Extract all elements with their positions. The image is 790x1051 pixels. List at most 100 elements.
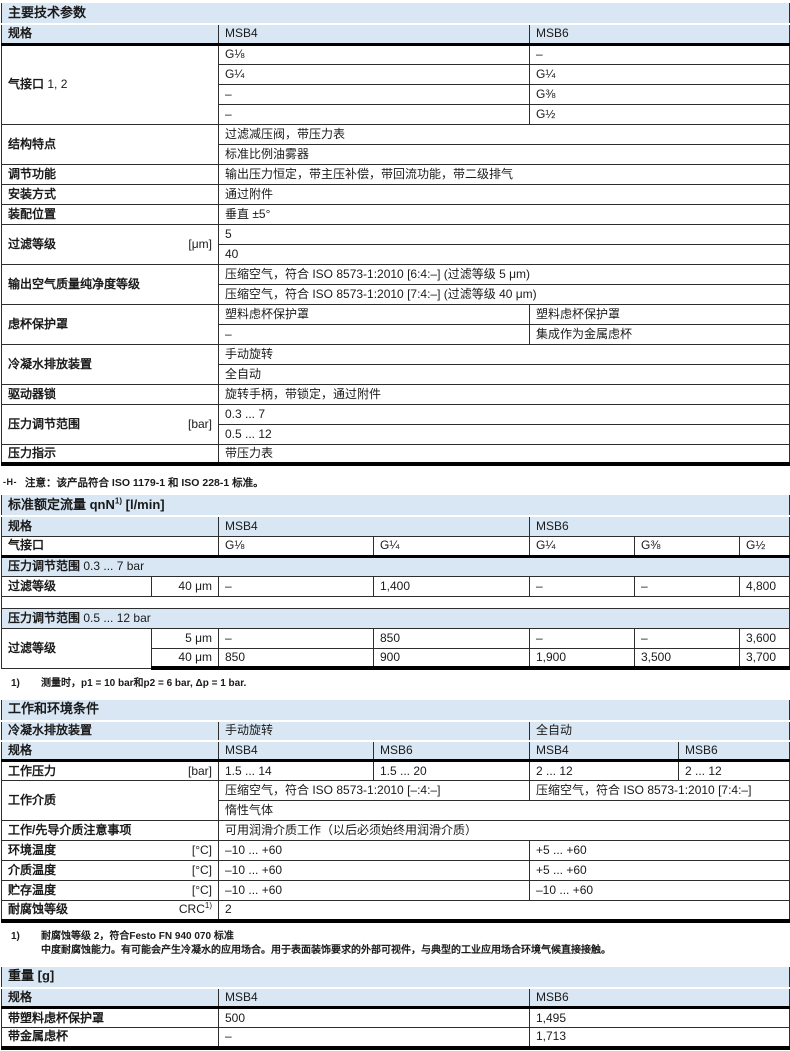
- value-cell: 压缩空气，符合 ISO 8573-1:2010 [7:4:–] (过滤等级 40…: [217, 283, 790, 305]
- spec-label: 规格: [1, 23, 219, 46]
- row-label-port: 气接口: [1, 535, 219, 558]
- value-cell: 可用润滑介质工作（以后必须始终用润滑介质）: [217, 820, 790, 841]
- unit-bar: [bar]: [187, 763, 212, 778]
- column-header-msb6: MSB6: [528, 23, 790, 46]
- drain-type-auto: 全自动: [528, 720, 790, 742]
- row-label-regulation: 调节功能: [1, 163, 219, 185]
- row-label-plastic-bowl: 带塑料虑杯保护罩: [1, 1007, 219, 1028]
- footnote-marker: 1): [11, 930, 20, 942]
- column-header: MSB6: [677, 740, 790, 762]
- row-label-metal-bowl: 带金属虑杯: [1, 1027, 219, 1050]
- value-cell: 2: [217, 900, 790, 923]
- value-cell: +5 ... +60: [528, 840, 790, 861]
- value-cell: 惰性气体: [217, 800, 790, 821]
- row-label-medium-note: 工作/先导介质注意事项: [1, 820, 219, 841]
- section-title-flow: 标准额定流量 qnN1) [l/min]: [0, 495, 790, 517]
- weight-table: 重量 [g] 规格 MSB4 MSB6 带塑料虑杯保护罩 500 1,495 带…: [0, 966, 790, 1050]
- port-size-cell: G¼: [373, 535, 530, 558]
- value-cell: –: [218, 83, 530, 105]
- column-header-msb4: MSB4: [218, 23, 530, 46]
- row-label-air-quality: 输出空气质量纯净度等级: [1, 263, 219, 305]
- section-title-main: 主要技术参数: [0, 3, 790, 25]
- spec-label: 规格: [1, 740, 219, 762]
- operating-conditions-table: 工作和环境条件 冷凝水排放装置 手动旋转 全自动 规格 MSB4 MSB6 MS…: [0, 699, 790, 923]
- iso-note-text: 注意：该产品符合 ISO 1179-1 和 ISO 228-1 标准。: [25, 476, 264, 489]
- pressure-range-subheader: 压力调节范围 0.3 ... 7 bar: [0, 555, 790, 577]
- flow-value-cell: –: [218, 627, 374, 649]
- value-cell: 1.5 ... 14: [218, 760, 374, 781]
- value-cell: 1,495: [528, 1007, 790, 1028]
- row-label-actuator-lock: 驱动器锁: [1, 383, 219, 405]
- row-label-condensate-drain: 冷凝水排放装置: [1, 343, 219, 385]
- value-cell: –10 ... +60: [218, 880, 530, 901]
- value-cell: 集成作为金属虑杯: [528, 323, 790, 345]
- flow-value-cell: 4,800: [738, 575, 790, 597]
- value-cell: 2 ... 12: [529, 760, 679, 781]
- column-header-msb6: MSB6: [528, 987, 790, 1009]
- value-cell: 过滤减压阀，带压力表: [217, 123, 790, 145]
- row-label-operating-pressure: 工作压力 [bar]: [1, 760, 219, 781]
- value-cell: G⅜: [528, 83, 790, 105]
- value-cell: 2 ... 12: [677, 760, 790, 781]
- section-title-weight: 重量 [g]: [0, 966, 790, 989]
- column-header-msb4: MSB4: [218, 515, 530, 537]
- value-cell: –: [218, 103, 530, 125]
- value-cell: 5: [217, 223, 790, 245]
- port-size-cell: G¼: [529, 535, 635, 558]
- row-label-position: 装配位置: [1, 203, 219, 225]
- flow-value-cell: 1,400: [373, 575, 530, 597]
- value-cell: 0.5 ... 12: [217, 423, 790, 445]
- footnote-text: 测量时，p1 = 10 bar和p2 = 6 bar, Δp = 1 bar.: [41, 678, 247, 689]
- flow-rate-table: 标准额定流量 qnN1) [l/min] 规格 MSB4 MSB6 气接口 G⅛…: [0, 495, 790, 670]
- unit-celsius: [°C]: [191, 883, 212, 897]
- port-size-cell: G½: [738, 535, 790, 558]
- value-cell: 通过附件: [217, 183, 790, 205]
- value-cell: 旋转手柄，带锁定，通过附件: [217, 383, 790, 405]
- row-label-filter-grade: 过滤等级: [1, 627, 152, 669]
- drain-type-manual: 手动旋转: [218, 720, 530, 742]
- flow-value-cell: 3,700: [738, 647, 790, 670]
- value-cell: G⅛: [218, 43, 530, 65]
- value-cell: –10 ... +60: [218, 840, 530, 861]
- flow-value-cell: 3,600: [738, 627, 790, 649]
- flow-value-cell: 850: [218, 647, 374, 670]
- filter-grade-value: 40 μm: [151, 647, 219, 670]
- row-label-medium-temp: 介质温度 [°C]: [1, 860, 219, 881]
- row-label-bowl-guard: 虑杯保护罩: [1, 303, 219, 345]
- flow-value-cell: 850: [373, 627, 530, 649]
- value-cell: G½: [528, 103, 790, 125]
- footnote-text: 耐腐蚀等级 2，符合Festo FN 940 070 标准 中度耐腐蚀能力。有可…: [41, 930, 611, 957]
- value-cell: –10 ... +60: [528, 880, 790, 901]
- port-size-cell: G⅜: [634, 535, 740, 558]
- row-label-filter-grade: 过滤等级: [1, 575, 152, 597]
- row-label-pressure-range: 压力调节范围 [bar]: [1, 403, 219, 445]
- row-label-corrosion: 耐腐蚀等级 CRC1): [1, 900, 219, 923]
- value-cell: 1.5 ... 20: [373, 760, 530, 781]
- value-cell: 压缩空气，符合 ISO 8573-1:2010 [7:4:–]: [528, 780, 790, 801]
- row-label-operating-medium: 工作介质: [1, 780, 219, 821]
- row-label-mounting: 安装方式: [1, 183, 219, 205]
- value-cell: –10 ... +60: [218, 860, 530, 881]
- flow-value-cell: 900: [373, 647, 530, 670]
- column-header: MSB6: [373, 740, 530, 762]
- value-cell: 500: [218, 1007, 530, 1028]
- flow-value-cell: –: [634, 575, 740, 597]
- flow-value-cell: 3,500: [634, 647, 740, 670]
- value-cell: –: [218, 1027, 530, 1050]
- row-label-storage-temp: 贮存温度 [°C]: [1, 880, 219, 901]
- value-cell: 1,713: [528, 1027, 790, 1050]
- main-parameters-table: 主要技术参数 规格 MSB4 MSB6 气接口 1, 2 G⅛ – G¼ G¼ …: [0, 3, 790, 466]
- value-cell: 压缩空气，符合 ISO 8573-1:2010 [6:4:–] (过滤等级 5 …: [217, 263, 790, 285]
- unit-um: [μm]: [188, 236, 212, 251]
- row-label-design: 结构特点: [1, 123, 219, 165]
- filter-grade-value: 40 μm: [151, 575, 219, 597]
- value-cell: 塑料虑杯保护罩: [528, 303, 790, 325]
- port-label-suffix: 1, 2: [47, 77, 68, 91]
- section-title-conditions: 工作和环境条件: [0, 699, 790, 722]
- flow-value-cell: –: [529, 575, 635, 597]
- unit-celsius: [°C]: [191, 863, 212, 877]
- unit-crc: CRC1): [178, 901, 212, 917]
- value-cell: –: [218, 323, 530, 345]
- value-cell: 压缩空气，符合 ISO 8573-1:2010 [–:4:–]: [218, 780, 530, 801]
- unit-celsius: [°C]: [191, 843, 212, 857]
